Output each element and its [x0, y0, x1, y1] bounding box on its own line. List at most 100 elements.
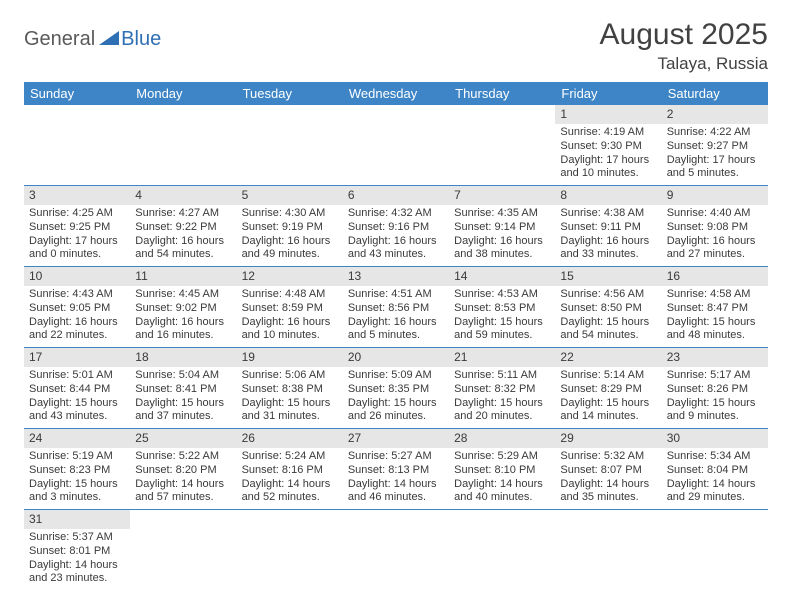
day-body: Sunrise: 4:58 AMSunset: 8:47 PMDaylight:…: [662, 286, 768, 347]
daylight-text: Daylight: 14 hours and 29 minutes.: [667, 478, 763, 506]
day-body: Sunrise: 4:40 AMSunset: 9:08 PMDaylight:…: [662, 205, 768, 266]
sunset-text: Sunset: 9:16 PM: [348, 221, 444, 235]
day-body: Sunrise: 5:04 AMSunset: 8:41 PMDaylight:…: [130, 367, 236, 428]
day-body: Sunrise: 5:22 AMSunset: 8:20 PMDaylight:…: [130, 448, 236, 509]
day-body: Sunrise: 5:37 AMSunset: 8:01 PMDaylight:…: [24, 529, 130, 590]
day-number: 25: [130, 429, 236, 448]
sunset-text: Sunset: 8:23 PM: [29, 464, 125, 478]
day-body: Sunrise: 4:30 AMSunset: 9:19 PMDaylight:…: [237, 205, 343, 266]
brand-logo: General Blue: [24, 18, 161, 51]
calendar-day: 1Sunrise: 4:19 AMSunset: 9:30 PMDaylight…: [555, 105, 661, 186]
day-body: Sunrise: 5:19 AMSunset: 8:23 PMDaylight:…: [24, 448, 130, 509]
sunset-text: Sunset: 8:01 PM: [29, 545, 125, 559]
day-number: 2: [662, 105, 768, 124]
day-number: 28: [449, 429, 555, 448]
sunrise-text: Sunrise: 5:06 AM: [242, 369, 338, 383]
calendar-page: General Blue August 2025 Talaya, Russia …: [0, 0, 792, 608]
calendar-body: 1Sunrise: 4:19 AMSunset: 9:30 PMDaylight…: [24, 105, 768, 590]
day-number: 29: [555, 429, 661, 448]
sunset-text: Sunset: 9:25 PM: [29, 221, 125, 235]
daylight-text: Daylight: 16 hours and 49 minutes.: [242, 235, 338, 263]
sunset-text: Sunset: 8:32 PM: [454, 383, 550, 397]
sunrise-text: Sunrise: 5:32 AM: [560, 450, 656, 464]
day-body: Sunrise: 4:56 AMSunset: 8:50 PMDaylight:…: [555, 286, 661, 347]
day-body: Sunrise: 4:27 AMSunset: 9:22 PMDaylight:…: [130, 205, 236, 266]
day-body: Sunrise: 4:51 AMSunset: 8:56 PMDaylight:…: [343, 286, 449, 347]
daylight-text: Daylight: 16 hours and 16 minutes.: [135, 316, 231, 344]
daylight-text: Daylight: 15 hours and 26 minutes.: [348, 397, 444, 425]
day-body: Sunrise: 5:34 AMSunset: 8:04 PMDaylight:…: [662, 448, 768, 509]
calendar-table: SundayMondayTuesdayWednesdayThursdayFrid…: [24, 82, 768, 590]
day-number: 17: [24, 348, 130, 367]
weekday-header: Wednesday: [343, 82, 449, 105]
calendar-day: 6Sunrise: 4:32 AMSunset: 9:16 PMDaylight…: [343, 186, 449, 267]
sunrise-text: Sunrise: 5:11 AM: [454, 369, 550, 383]
calendar-day: 31Sunrise: 5:37 AMSunset: 8:01 PMDayligh…: [24, 510, 130, 591]
sunset-text: Sunset: 8:47 PM: [667, 302, 763, 316]
daylight-text: Daylight: 17 hours and 10 minutes.: [560, 154, 656, 182]
calendar-day: 22Sunrise: 5:14 AMSunset: 8:29 PMDayligh…: [555, 348, 661, 429]
daylight-text: Daylight: 15 hours and 48 minutes.: [667, 316, 763, 344]
calendar-day: 2Sunrise: 4:22 AMSunset: 9:27 PMDaylight…: [662, 105, 768, 186]
brand-part2: Blue: [121, 28, 161, 51]
location: Talaya, Russia: [600, 54, 768, 74]
day-body: Sunrise: 4:25 AMSunset: 9:25 PMDaylight:…: [24, 205, 130, 266]
sunrise-text: Sunrise: 4:51 AM: [348, 288, 444, 302]
brand-part1: General: [24, 28, 95, 51]
calendar-day: 24Sunrise: 5:19 AMSunset: 8:23 PMDayligh…: [24, 429, 130, 510]
calendar-day: 8Sunrise: 4:38 AMSunset: 9:11 PMDaylight…: [555, 186, 661, 267]
sunset-text: Sunset: 9:02 PM: [135, 302, 231, 316]
calendar-day: 28Sunrise: 5:29 AMSunset: 8:10 PMDayligh…: [449, 429, 555, 510]
sunset-text: Sunset: 8:29 PM: [560, 383, 656, 397]
sunrise-text: Sunrise: 4:58 AM: [667, 288, 763, 302]
sunrise-text: Sunrise: 5:01 AM: [29, 369, 125, 383]
day-number: 16: [662, 267, 768, 286]
day-number: 8: [555, 186, 661, 205]
day-number: 3: [24, 186, 130, 205]
calendar-day: [343, 510, 449, 591]
sunset-text: Sunset: 9:08 PM: [667, 221, 763, 235]
calendar-day: [237, 510, 343, 591]
calendar-day: 11Sunrise: 4:45 AMSunset: 9:02 PMDayligh…: [130, 267, 236, 348]
sunset-text: Sunset: 8:44 PM: [29, 383, 125, 397]
sunrise-text: Sunrise: 5:34 AM: [667, 450, 763, 464]
sunrise-text: Sunrise: 4:53 AM: [454, 288, 550, 302]
day-body: Sunrise: 4:22 AMSunset: 9:27 PMDaylight:…: [662, 124, 768, 185]
sunset-text: Sunset: 9:14 PM: [454, 221, 550, 235]
day-body: Sunrise: 4:32 AMSunset: 9:16 PMDaylight:…: [343, 205, 449, 266]
daylight-text: Daylight: 16 hours and 33 minutes.: [560, 235, 656, 263]
calendar-day: [662, 510, 768, 591]
sunrise-text: Sunrise: 5:27 AM: [348, 450, 444, 464]
daylight-text: Daylight: 14 hours and 57 minutes.: [135, 478, 231, 506]
sunset-text: Sunset: 8:59 PM: [242, 302, 338, 316]
sunrise-text: Sunrise: 5:37 AM: [29, 531, 125, 545]
daylight-text: Daylight: 14 hours and 35 minutes.: [560, 478, 656, 506]
day-body: Sunrise: 5:01 AMSunset: 8:44 PMDaylight:…: [24, 367, 130, 428]
daylight-text: Daylight: 15 hours and 14 minutes.: [560, 397, 656, 425]
day-number: 4: [130, 186, 236, 205]
day-number: 13: [343, 267, 449, 286]
daylight-text: Daylight: 15 hours and 9 minutes.: [667, 397, 763, 425]
daylight-text: Daylight: 15 hours and 31 minutes.: [242, 397, 338, 425]
sunset-text: Sunset: 8:13 PM: [348, 464, 444, 478]
sunrise-text: Sunrise: 5:09 AM: [348, 369, 444, 383]
day-body: Sunrise: 5:32 AMSunset: 8:07 PMDaylight:…: [555, 448, 661, 509]
calendar-day: 15Sunrise: 4:56 AMSunset: 8:50 PMDayligh…: [555, 267, 661, 348]
day-number: 21: [449, 348, 555, 367]
sunrise-text: Sunrise: 4:32 AM: [348, 207, 444, 221]
calendar-day: 17Sunrise: 5:01 AMSunset: 8:44 PMDayligh…: [24, 348, 130, 429]
sunrise-text: Sunrise: 4:43 AM: [29, 288, 125, 302]
calendar-day: 18Sunrise: 5:04 AMSunset: 8:41 PMDayligh…: [130, 348, 236, 429]
day-body: Sunrise: 5:06 AMSunset: 8:38 PMDaylight:…: [237, 367, 343, 428]
sunrise-text: Sunrise: 4:25 AM: [29, 207, 125, 221]
sunrise-text: Sunrise: 5:17 AM: [667, 369, 763, 383]
daylight-text: Daylight: 15 hours and 37 minutes.: [135, 397, 231, 425]
day-number: 7: [449, 186, 555, 205]
day-body: Sunrise: 5:29 AMSunset: 8:10 PMDaylight:…: [449, 448, 555, 509]
day-number: 26: [237, 429, 343, 448]
calendar-day: [237, 105, 343, 186]
calendar-day: 30Sunrise: 5:34 AMSunset: 8:04 PMDayligh…: [662, 429, 768, 510]
calendar-header-row: SundayMondayTuesdayWednesdayThursdayFrid…: [24, 82, 768, 105]
calendar-day: 27Sunrise: 5:27 AMSunset: 8:13 PMDayligh…: [343, 429, 449, 510]
calendar-day: 19Sunrise: 5:06 AMSunset: 8:38 PMDayligh…: [237, 348, 343, 429]
